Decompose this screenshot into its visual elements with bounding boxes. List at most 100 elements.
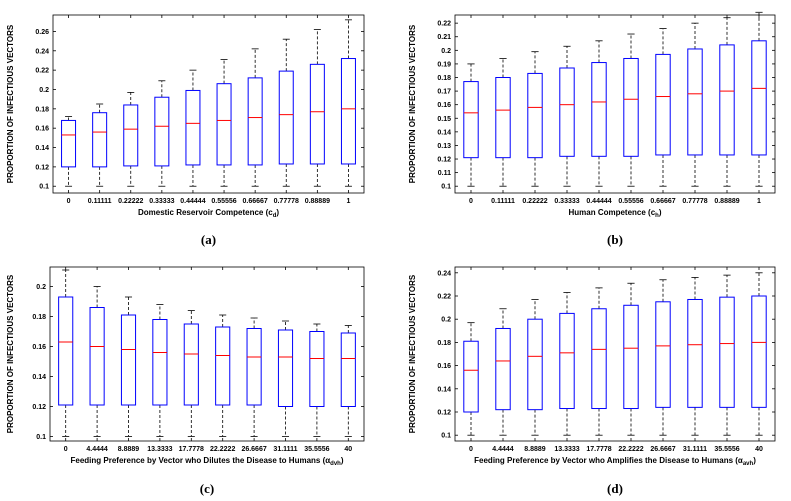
y-tick-label: 0.12 — [32, 404, 46, 411]
y-tick-label: 0.12 — [437, 410, 451, 417]
box-0.11111 — [92, 103, 108, 187]
x-tick-label: 1 — [757, 198, 761, 205]
x-tick-label: 0 — [469, 446, 473, 453]
panel-c: 0.1 0.12 0.14 0.16 0.18 0.2 0 4.4444 8.8889 13.33… — [6, 266, 365, 496]
plot-area-frame — [52, 14, 365, 194]
box-iqr — [277, 329, 294, 407]
box-iqr — [719, 296, 735, 408]
y-tick-label: 0.12 — [35, 164, 49, 171]
box-iqr — [463, 340, 479, 413]
box-0.33333 — [154, 80, 170, 187]
box-iqr — [463, 81, 479, 159]
box-0.77778 — [687, 22, 703, 187]
y-tick-label: 0.22 — [437, 21, 451, 28]
x-tick-label: 1 — [346, 198, 350, 205]
box-35.5556 — [719, 274, 735, 436]
y-axis-label: PROPORTION OF INFECTIOUS VECTORS — [408, 24, 417, 183]
x-axis-label: Domestic Reservoir Competence (cd) — [138, 208, 279, 219]
x-tick-label: 40 — [344, 446, 352, 453]
panel-label: (d) — [607, 481, 623, 496]
y-tick-label: 0.21 — [437, 34, 451, 41]
box-0.11111 — [495, 58, 511, 187]
y-tick-label: 0.18 — [437, 340, 451, 347]
x-tick-label: 0.44444 — [180, 198, 205, 205]
box-iqr — [152, 319, 168, 406]
box-iqr — [92, 112, 108, 168]
x-tick-label: 26.6667 — [241, 446, 266, 453]
y-axis-label: PROPORTION OF INFECTIOUS VECTORS — [6, 274, 15, 433]
panel-a: 0.1 0.12 0.14 0.16 0.18 0.2 0.22 0.24 0.26 0 0.111… — [6, 14, 365, 247]
box-iqr — [559, 312, 575, 410]
x-axis-label: Feeding Preference by Vector who Amplifi… — [474, 456, 756, 467]
box-iqr — [278, 70, 294, 165]
x-tick-label: 8.8889 — [524, 446, 546, 453]
x-tick-label: 0.77778 — [274, 198, 299, 205]
x-tick-label: 17.7778 — [586, 446, 611, 453]
y-tick-label: 0.2 — [39, 87, 49, 94]
box-iqr — [559, 67, 575, 157]
y-tick-label: 0.18 — [32, 314, 46, 321]
box-iqr — [687, 298, 703, 408]
y-tick-label: 0.1 — [39, 184, 49, 191]
box-8.8889 — [120, 296, 137, 437]
box-iqr — [123, 104, 139, 167]
y-tick-label: 0.11 — [438, 170, 451, 177]
x-tick-label: 0.55556 — [618, 198, 643, 205]
box-iqr — [495, 77, 511, 159]
box-8.8889 — [527, 299, 543, 436]
box-iqr — [183, 323, 199, 406]
plot-area-frame — [454, 14, 776, 194]
x-tick-label: 0 — [67, 198, 71, 205]
box-22.2222 — [623, 282, 639, 436]
box-4.4444 — [89, 286, 105, 437]
box-iqr — [61, 119, 77, 168]
x-tick-label: 22.2222 — [210, 446, 235, 453]
y-axis-label: PROPORTION OF INFECTIOUS VECTORS — [6, 24, 15, 183]
x-tick-label: 0.22222 — [118, 198, 143, 205]
box-iqr — [215, 326, 231, 406]
x-tick-label: 4.4444 — [492, 446, 514, 453]
box-0.22222 — [123, 91, 139, 187]
x-tick-label: 31.1111 — [683, 446, 707, 453]
box-iqr — [751, 295, 767, 408]
x-tick-label: 40 — [755, 446, 763, 453]
panel-b: 0.1 0.11 0.12 0.13 0.14 0.15 0.16 0.17 0.18 0.19 0… — [408, 11, 776, 247]
panel-d: 0.1 0.12 0.14 0.16 0.18 0.2 0.22 0.24 0 4.4444 8.8… — [408, 266, 776, 496]
panel-label: (a) — [201, 232, 216, 247]
y-tick-label: 0.26 — [35, 29, 49, 36]
x-tick-label: 22.2222 — [618, 446, 643, 453]
y-tick-label: 0.19 — [437, 61, 451, 68]
box-iqr — [623, 57, 639, 157]
y-tick-label: 0.2 — [441, 317, 451, 324]
box-iqr — [527, 318, 543, 411]
box-iqr — [340, 332, 356, 407]
box-iqr — [719, 44, 735, 156]
box-iqr — [655, 301, 671, 408]
box-31.1111 — [277, 320, 294, 437]
y-tick-label: 0.14 — [437, 386, 451, 393]
box-1 — [751, 11, 767, 187]
box-iqr — [751, 40, 767, 156]
box-17.7778 — [591, 287, 607, 436]
x-axis-label: Feeding Preference by Vector who Dilutes… — [71, 456, 344, 467]
box-iqr — [623, 304, 639, 410]
x-tick-label: 26.6667 — [650, 446, 675, 453]
box-iqr — [687, 48, 703, 156]
y-tick-label: 0.18 — [35, 106, 49, 113]
box-26.6667 — [246, 317, 262, 437]
box-iqr — [495, 327, 511, 411]
panel-label: (b) — [607, 232, 623, 247]
box-iqr — [591, 308, 607, 410]
plot-area-frame — [49, 266, 365, 442]
box-0.22222 — [527, 51, 543, 187]
box-1 — [340, 19, 356, 187]
y-tick-label: 0.2 — [441, 48, 451, 55]
y-tick-label: 0.1 — [36, 434, 46, 441]
y-tick-label: 0.16 — [32, 344, 46, 351]
y-tick-label: 0.14 — [35, 145, 49, 152]
box-0.88889 — [719, 17, 735, 187]
box-35.5556 — [309, 323, 325, 437]
box-13.3333 — [152, 304, 168, 437]
y-tick-label: 0.12 — [437, 157, 451, 164]
box-0 — [463, 63, 479, 187]
